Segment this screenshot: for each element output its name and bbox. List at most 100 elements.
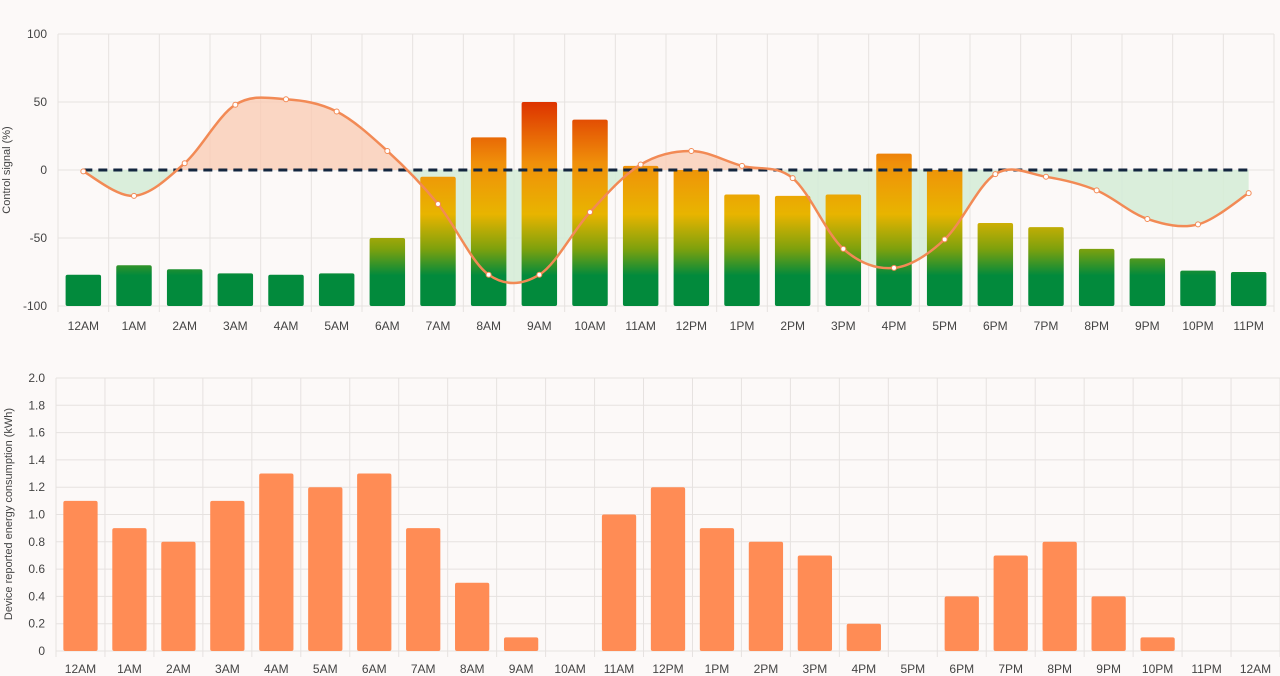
x-tick-label: 3AM xyxy=(223,319,248,333)
line-point xyxy=(333,108,340,115)
y-tick-label: 1.0 xyxy=(28,508,45,522)
x-tick-label: 5AM xyxy=(313,662,338,676)
x-tick-label: 6AM xyxy=(375,319,400,333)
x-tick-label: 10AM xyxy=(574,319,605,333)
energy-bar xyxy=(797,555,833,651)
x-tick-label: 3AM xyxy=(215,662,240,676)
y-tick-label: 0.8 xyxy=(28,535,45,549)
x-tick-label: 4AM xyxy=(264,662,289,676)
energy-bar xyxy=(993,555,1028,651)
line-point xyxy=(840,245,847,252)
signal-bar xyxy=(1028,227,1064,306)
signal-bar xyxy=(521,102,558,306)
signal-bar xyxy=(369,238,406,306)
x-tick-label: 8PM xyxy=(1047,662,1072,676)
x-tick-label: 9AM xyxy=(509,662,534,676)
signal-bar xyxy=(470,137,507,306)
signal-bar xyxy=(166,269,203,306)
x-tick-label: 1AM xyxy=(122,319,147,333)
x-tick-label: 4PM xyxy=(851,662,876,676)
y-tick-label: 0 xyxy=(38,644,45,658)
chart2-x-tick-labels: 12AM 1AM 2AM 3AM 4AM 5AM 6AM 7AM 8AM 9AM 10AM 11AM 1… xyxy=(65,662,1271,676)
line-point xyxy=(384,147,391,154)
line-point xyxy=(1245,190,1252,197)
energy-bar xyxy=(161,541,196,651)
signal-bar xyxy=(622,165,659,306)
x-tick-label: 1PM xyxy=(730,319,755,333)
chart1-x-tick-labels: 12AM 1AM 2AM 3AM 4AM 5AM 6AM 7AM 8AM 9AM 10AM 11AM 1… xyxy=(68,319,1264,333)
x-tick-label: 6AM xyxy=(362,662,387,676)
x-tick-label: 7PM xyxy=(998,662,1023,676)
line-point xyxy=(80,168,87,175)
signal-bar xyxy=(268,274,304,306)
x-tick-label: 4AM xyxy=(274,319,299,333)
line-point xyxy=(891,264,897,271)
line-point xyxy=(992,171,999,178)
energy-bar xyxy=(1140,637,1175,651)
x-tick-label: 11AM xyxy=(604,662,634,676)
line-point xyxy=(789,175,796,182)
signal-bar xyxy=(420,176,456,306)
x-tick-label: 9PM xyxy=(1135,319,1160,333)
signal-bar xyxy=(876,153,912,306)
x-tick-label: 2AM xyxy=(166,662,191,676)
y-tick-label: 0 xyxy=(40,163,47,177)
line-point xyxy=(1043,173,1049,180)
energy-bar xyxy=(601,514,637,651)
y-tick-label: -100 xyxy=(23,299,47,313)
line-point xyxy=(688,147,695,154)
signal-bar xyxy=(1180,270,1216,306)
signal-bar xyxy=(1078,248,1115,306)
energy-bar xyxy=(944,596,979,651)
control-signal-chart: 100 50 0 -50 -100 12AM 1AM 2AM 3AM 4AM 5AM 6AM 7AM 8… xyxy=(1,27,1275,333)
x-tick-label: 10PM xyxy=(1142,662,1173,676)
line-point xyxy=(1093,187,1100,194)
x-tick-label: 5PM xyxy=(900,662,925,676)
energy-bar xyxy=(1091,596,1126,651)
chart1-y-tick-labels: 100 50 0 -50 -100 xyxy=(23,27,47,313)
y-tick-label: 1.8 xyxy=(28,398,45,412)
signal-bar xyxy=(1230,272,1267,306)
signal-bar xyxy=(673,170,710,306)
signal-bar xyxy=(774,195,811,306)
x-tick-label: 8AM xyxy=(460,662,485,676)
y-tick-label: 1.6 xyxy=(28,426,45,440)
x-tick-label: 7PM xyxy=(1034,319,1059,333)
line-point xyxy=(435,201,441,207)
energy-bar xyxy=(259,473,294,651)
x-tick-label: 11AM xyxy=(625,319,655,333)
x-tick-label: 6PM xyxy=(949,662,974,676)
line-point xyxy=(637,161,644,168)
energy-bar xyxy=(406,528,441,651)
x-tick-label: 11PM xyxy=(1233,319,1263,333)
signal-bar xyxy=(977,223,1014,306)
line-point xyxy=(536,271,543,278)
y-tick-label: 0.2 xyxy=(28,617,45,631)
line-point xyxy=(283,96,289,103)
chart2-y-axis-label: Device reported energy consumption (kWh) xyxy=(3,408,15,620)
line-point xyxy=(131,192,137,199)
line-point xyxy=(1144,215,1151,222)
energy-bar xyxy=(846,623,881,651)
energy-bar xyxy=(1042,541,1077,651)
positive-signal-area xyxy=(83,97,1249,170)
x-tick-label: 9PM xyxy=(1096,662,1121,676)
x-tick-label: 1PM xyxy=(705,662,730,676)
signal-bar xyxy=(724,194,760,306)
x-tick-label: 9AM xyxy=(527,319,552,333)
x-tick-label: 12AM xyxy=(1240,662,1271,676)
chart1-signal-line xyxy=(80,96,1252,285)
line-point xyxy=(739,162,745,169)
energy-bar xyxy=(748,541,784,651)
x-tick-label: 3PM xyxy=(831,319,856,333)
line-point xyxy=(181,160,188,167)
energy-bar xyxy=(112,528,147,651)
x-tick-label: 8PM xyxy=(1084,319,1109,333)
x-tick-label: 4PM xyxy=(882,319,907,333)
energy-bar xyxy=(699,528,735,651)
y-tick-label: 100 xyxy=(27,27,47,41)
x-tick-label: 12PM xyxy=(676,319,707,333)
x-tick-label: 1AM xyxy=(117,662,142,676)
energy-bar xyxy=(455,582,490,651)
